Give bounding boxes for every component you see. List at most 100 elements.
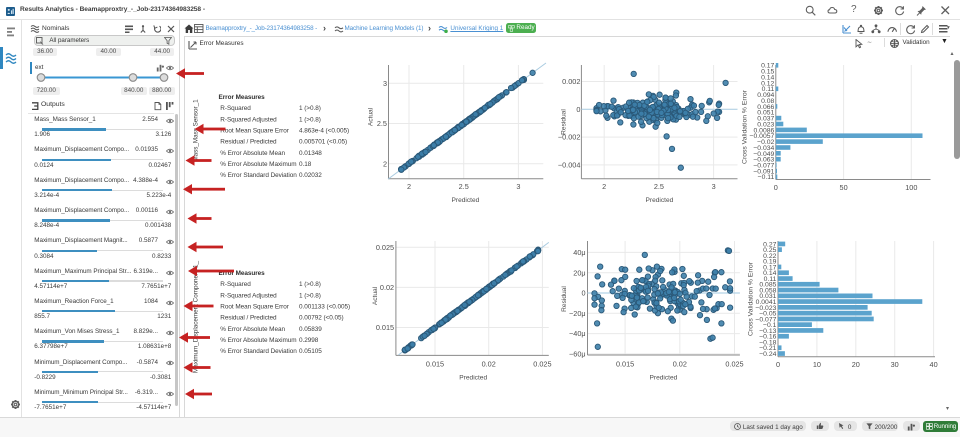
svg-text:−0.13: −0.13 — [759, 328, 776, 335]
svg-text:40μ: 40μ — [573, 248, 585, 257]
svg-text:40: 40 — [930, 360, 938, 369]
svg-text:−0.063: −0.063 — [753, 157, 774, 164]
svg-text:0.005701 (<0.05): 0.005701 (<0.05) — [299, 139, 347, 146]
svg-text:2: 2 — [602, 182, 606, 191]
svg-text:Root Mean Square Error: Root Mean Square Error — [220, 303, 289, 310]
svg-text:0.17: 0.17 — [761, 63, 774, 70]
svg-text:0: 0 — [776, 360, 780, 369]
svg-text:0.00792 (<0.05): 0.00792 (<0.05) — [299, 315, 344, 322]
svg-text:−0.004: −0.004 — [558, 161, 581, 170]
svg-text:10: 10 — [813, 360, 821, 369]
svg-text:−0.034: −0.034 — [753, 145, 774, 152]
svg-text:−60μ: −60μ — [569, 350, 586, 359]
svg-text:3: 3 — [383, 79, 387, 88]
svg-text:0.058: 0.058 — [759, 288, 776, 295]
svg-text:0.05839: 0.05839 — [299, 326, 322, 333]
svg-text:0.02032: 0.02032 — [299, 172, 322, 179]
svg-text:3: 3 — [712, 182, 716, 191]
svg-text:Predicted: Predicted — [459, 375, 487, 382]
svg-text:0: 0 — [774, 183, 778, 192]
svg-text:0.25: 0.25 — [763, 247, 776, 254]
svg-text:0.17: 0.17 — [763, 264, 776, 271]
svg-text:0.0041: 0.0041 — [756, 299, 777, 306]
svg-text:0.001133 (<0.005): 0.001133 (<0.005) — [299, 303, 350, 310]
svg-text:0.094: 0.094 — [757, 92, 774, 99]
svg-text:50: 50 — [840, 183, 848, 192]
svg-text:R-Squared Adjusted: R-Squared Adjusted — [220, 116, 277, 123]
svg-text:Predicted: Predicted — [645, 197, 673, 204]
svg-text:0.0086: 0.0086 — [754, 127, 775, 134]
svg-text:3: 3 — [516, 182, 520, 191]
svg-text:2.5: 2.5 — [654, 182, 664, 191]
svg-text:0.02: 0.02 — [482, 360, 496, 369]
svg-text:2: 2 — [407, 182, 411, 191]
svg-text:0.19: 0.19 — [763, 259, 776, 266]
svg-text:Residual: Residual — [561, 286, 568, 312]
svg-text:0.01348: 0.01348 — [299, 150, 322, 157]
svg-text:Residual / Predicted: Residual / Predicted — [220, 315, 277, 322]
svg-text:0.025: 0.025 — [533, 360, 551, 369]
svg-text:Cross Validation % Error: Cross Validation % Error — [748, 261, 755, 336]
svg-text:0.12: 0.12 — [761, 80, 774, 87]
svg-text:0.14: 0.14 — [763, 270, 776, 277]
svg-text:0.015: 0.015 — [376, 323, 394, 332]
svg-text:−0.0057: −0.0057 — [750, 133, 775, 140]
svg-text:Error Measures: Error Measures — [219, 94, 266, 101]
svg-text:−0.091: −0.091 — [753, 168, 774, 175]
svg-text:1 (>0.8): 1 (>0.8) — [299, 105, 321, 112]
svg-text:Predicted: Predicted — [451, 197, 479, 204]
svg-text:% Error Standard Deviation: % Error Standard Deviation — [220, 348, 297, 355]
svg-text:0: 0 — [576, 105, 580, 114]
svg-text:100: 100 — [905, 183, 917, 192]
svg-text:−0.023: −0.023 — [755, 305, 776, 312]
svg-text:1 (>0.8): 1 (>0.8) — [299, 116, 321, 123]
svg-text:−0.002: −0.002 — [558, 133, 581, 142]
svg-text:−0.24: −0.24 — [759, 351, 776, 358]
svg-text:0.015: 0.015 — [616, 360, 634, 369]
svg-text:Cross Validation % Error: Cross Validation % Error — [742, 89, 749, 164]
svg-text:% Error Absolute Maximum: % Error Absolute Maximum — [220, 337, 296, 344]
svg-text:20: 20 — [852, 360, 860, 369]
svg-text:Actual: Actual — [368, 107, 375, 126]
svg-text:30: 30 — [891, 360, 899, 369]
svg-text:Root Mean Square Error: Root Mean Square Error — [220, 127, 289, 134]
svg-text:R-Squared Adjusted: R-Squared Adjusted — [220, 292, 277, 299]
svg-text:0.22: 0.22 — [763, 253, 776, 260]
svg-text:−0.02: −0.02 — [757, 139, 774, 146]
svg-text:0.02: 0.02 — [380, 283, 394, 292]
svg-text:Error Measures: Error Measures — [219, 270, 266, 277]
svg-text:0.002: 0.002 — [562, 77, 580, 86]
svg-text:R-Squared: R-Squared — [220, 105, 251, 112]
svg-text:0.066: 0.066 — [757, 104, 774, 111]
svg-text:Maximum_Displacement Component: Maximum_Displacement Component 1_ — [193, 261, 200, 373]
svg-text:0.18: 0.18 — [299, 161, 312, 168]
svg-text:% Error Absolute Mean: % Error Absolute Mean — [220, 150, 285, 157]
svg-text:0: 0 — [582, 289, 586, 298]
svg-text:0.023: 0.023 — [757, 121, 774, 128]
svg-text:0.05105: 0.05105 — [299, 348, 322, 355]
svg-text:−0.11: −0.11 — [758, 174, 775, 181]
svg-text:2: 2 — [383, 159, 387, 168]
svg-text:0.15: 0.15 — [761, 69, 774, 76]
svg-text:−0.18: −0.18 — [759, 339, 776, 346]
svg-text:Residual / Predicted: Residual / Predicted — [220, 139, 277, 146]
svg-text:−0.049: −0.049 — [753, 151, 774, 158]
svg-text:0.02: 0.02 — [673, 360, 687, 369]
svg-text:0.051: 0.051 — [757, 110, 774, 117]
svg-text:R-Squared: R-Squared — [220, 281, 251, 288]
svg-text:0.085: 0.085 — [759, 282, 776, 289]
svg-text:0.08: 0.08 — [761, 98, 774, 105]
svg-text:0.015: 0.015 — [426, 360, 444, 369]
svg-text:−0.077: −0.077 — [753, 163, 774, 170]
svg-text:0.11: 0.11 — [764, 276, 777, 283]
svg-text:−0.05: −0.05 — [759, 311, 776, 318]
svg-text:2.5: 2.5 — [377, 119, 387, 128]
svg-text:Predicted: Predicted — [649, 375, 677, 382]
svg-text:−0.077: −0.077 — [755, 316, 776, 323]
svg-text:−20μ: −20μ — [569, 309, 586, 318]
svg-text:% Error Absolute Mean: % Error Absolute Mean — [220, 326, 285, 333]
svg-text:Residual: Residual — [561, 109, 568, 135]
svg-text:−0.16: −0.16 — [759, 334, 776, 341]
svg-text:Mass_Mass Sensor_1: Mass_Mass Sensor_1 — [193, 99, 200, 162]
svg-text:0.025: 0.025 — [725, 360, 743, 369]
